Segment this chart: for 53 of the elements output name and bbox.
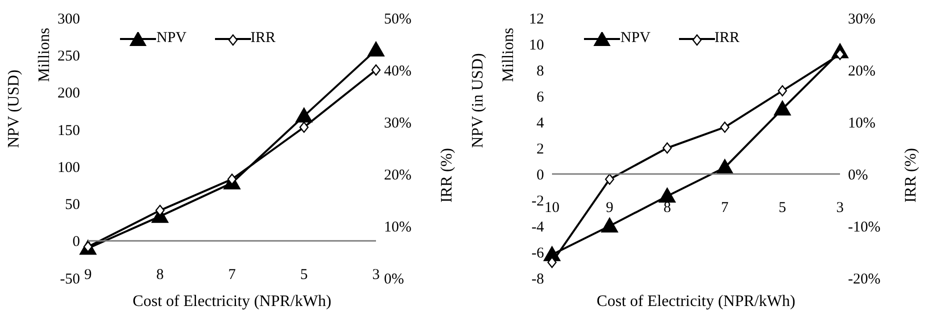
y-tick-label: 0 — [536, 167, 544, 184]
x-tick-label: 8 — [156, 266, 164, 283]
y2-tick-label: 40% — [384, 63, 412, 80]
y2-tick-label: 30% — [384, 115, 412, 132]
y-axis-title: NPV (USD) — [6, 70, 23, 148]
y-tick-label: 2 — [536, 141, 544, 158]
x-axis-title: Cost of Electricity (NPR/kWh) — [132, 293, 332, 310]
y-tick-label: 50 — [65, 197, 80, 214]
legend-label: NPV — [620, 30, 650, 47]
legend-label: NPV — [156, 30, 186, 47]
y2-tick-label: 30% — [848, 11, 876, 28]
y2-tick-label: 0% — [384, 271, 404, 288]
y-tick-label: 6 — [536, 89, 544, 106]
y-tick-label: 150 — [58, 122, 80, 139]
x-tick-label: 9 — [84, 266, 92, 283]
y-tick-label: 0 — [72, 234, 80, 250]
x-tick-label: 3 — [372, 266, 380, 283]
x-tick-label: 7 — [721, 200, 730, 216]
y-tick-label: 4 — [536, 115, 544, 132]
y-axis-title: NPV (in USD) — [470, 53, 487, 148]
text: Millions — [500, 28, 518, 82]
y-tick-label: 100 — [58, 160, 80, 176]
legend-label: IRR — [714, 30, 740, 47]
y-tick-label: -2 — [532, 193, 544, 210]
y-tick-label: -6 — [532, 245, 544, 262]
x-tick-label: 5 — [300, 266, 308, 283]
x-tick-label: 3 — [836, 200, 844, 216]
y2-tick-label: 20% — [848, 63, 876, 80]
y2-tick-label: -20% — [848, 271, 880, 288]
x-tick-label: 5 — [778, 200, 786, 216]
y2-tick-label: 50% — [384, 11, 412, 28]
y2-tick-label: 0% — [848, 167, 868, 184]
y-tick-label: -50 — [60, 271, 80, 288]
y-tick-label: 8 — [536, 63, 544, 80]
y-tick-label: 200 — [58, 86, 80, 102]
y-tick-label: 10 — [529, 37, 544, 54]
x-axis-title: Cost of Electricity (NPR/kWh) — [596, 293, 796, 310]
y-tick-label: -8 — [532, 271, 544, 288]
y-tick-label: 250 — [58, 48, 80, 64]
y2-axis-title: IRR (%) — [438, 148, 456, 203]
y-tick-label: -4 — [532, 219, 544, 236]
x-tick-label: 8 — [663, 200, 671, 216]
x-tick-label: 9 — [606, 200, 614, 216]
text: Millions — [36, 28, 54, 82]
x-tick-label: 7 — [228, 266, 236, 283]
legend-label: IRR — [250, 30, 276, 47]
y2-tick-label: 10% — [384, 219, 412, 236]
y-tick-label: 300 — [58, 11, 80, 28]
y-tick-label: 12 — [529, 11, 544, 28]
y2-axis-title: IRR (%) — [902, 148, 920, 203]
y2-tick-label: -10% — [848, 219, 880, 236]
y2-tick-label: 10% — [848, 115, 876, 132]
y2-tick-label: 20% — [384, 167, 412, 184]
